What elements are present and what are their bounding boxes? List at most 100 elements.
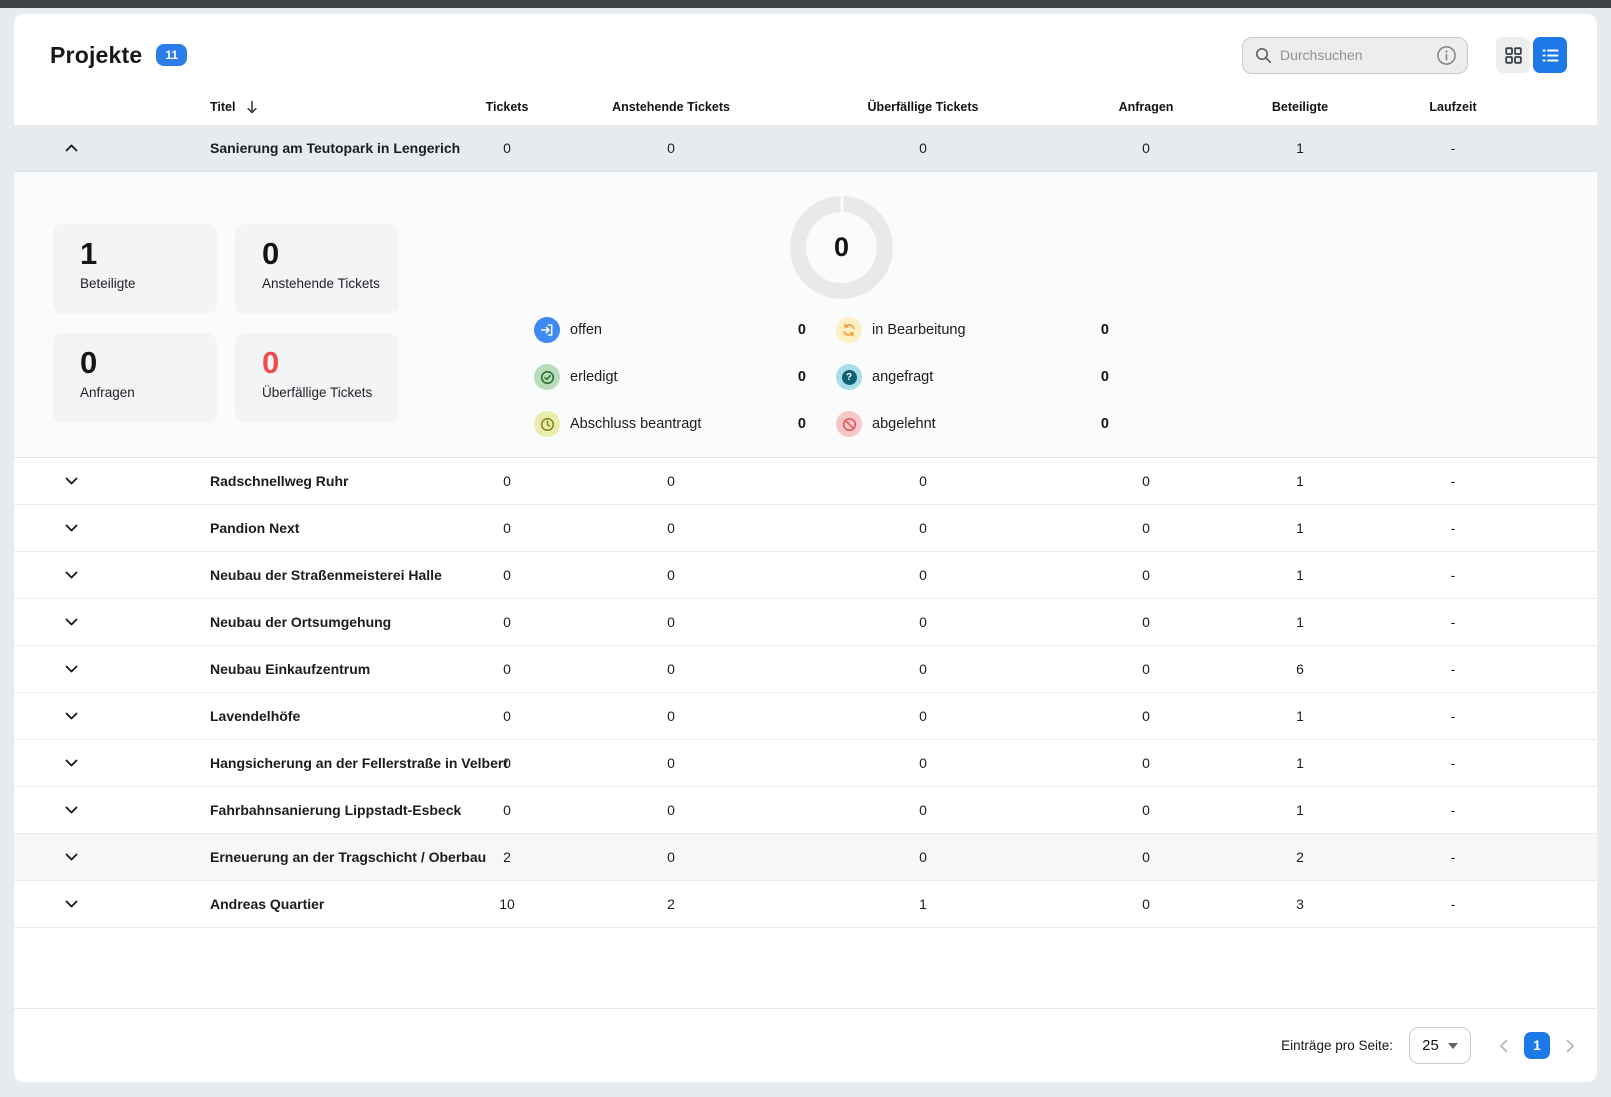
row-requests: 0: [1142, 849, 1150, 865]
row-overdue: 0: [919, 614, 927, 630]
donut-gap: [840, 196, 843, 212]
chevron-down-icon[interactable]: [56, 513, 86, 543]
table-row[interactable]: Neubau der Straßenmeisterei Halle 0 0 0 …: [14, 552, 1597, 599]
toolbar: Projekte 11: [14, 14, 1597, 88]
column-header-anstehende[interactable]: Anstehende Tickets: [612, 99, 730, 114]
row-overdue: 0: [919, 473, 927, 489]
per-page-select[interactable]: 25: [1409, 1027, 1471, 1064]
row-tickets: 0: [503, 473, 511, 489]
table-row[interactable]: Erneuerung an der Tragschicht / Oberbau …: [14, 834, 1597, 881]
legend-item-erledigt: erledigt 0: [534, 364, 806, 390]
row-title: Andreas Quartier: [210, 896, 325, 912]
table-footer: Einträge pro Seite: 25 1: [14, 1008, 1597, 1082]
legend-count: 0: [797, 369, 806, 385]
previous-page-button[interactable]: [1499, 1039, 1508, 1053]
pagination: 1: [1499, 1032, 1575, 1059]
search-box[interactable]: [1242, 36, 1468, 74]
chevron-down-icon[interactable]: [56, 842, 86, 872]
row-pending: 0: [667, 473, 675, 489]
chevron-down-icon[interactable]: [56, 701, 86, 731]
row-participants: 2: [1296, 849, 1304, 865]
next-page-button[interactable]: [1566, 1039, 1575, 1053]
login-icon: [534, 317, 560, 343]
table-row[interactable]: Radschnellweg Ruhr 0 0 0 0 1 -: [14, 458, 1597, 505]
legend-count: 0: [1100, 416, 1109, 432]
list-view-button[interactable]: [1533, 37, 1567, 73]
table-row[interactable]: Hangsicherung an der Fellerstraße in Vel…: [14, 740, 1597, 787]
row-participants: 1: [1296, 520, 1304, 536]
row-tickets: 2: [503, 849, 511, 865]
chevron-down-icon[interactable]: [56, 748, 86, 778]
chevron-down-icon[interactable]: [56, 795, 86, 825]
row-participants: 1: [1296, 802, 1304, 818]
chevron-down-icon[interactable]: [56, 607, 86, 637]
row-tickets: 0: [503, 520, 511, 536]
row-tickets: 0: [503, 614, 511, 630]
table-row[interactable]: Neubau der Ortsumgehung 0 0 0 0 1 -: [14, 599, 1597, 646]
row-tickets: 0: [503, 708, 511, 724]
chevron-up-icon[interactable]: [56, 133, 86, 163]
column-header-tickets[interactable]: Tickets: [485, 99, 529, 114]
row-overdue: 0: [919, 755, 927, 771]
stat-label: Beteiligte: [80, 275, 136, 291]
row-participants: 6: [1296, 661, 1304, 677]
row-requests: 0: [1142, 755, 1150, 771]
row-participants: 1: [1296, 140, 1304, 156]
table-row[interactable]: Neubau Einkaufzentrum 0 0 0 0 6 -: [14, 646, 1597, 693]
info-icon[interactable]: [1436, 45, 1457, 66]
question-glyph: ?: [841, 369, 857, 385]
stat-value: 0: [262, 236, 280, 271]
chevron-down-icon[interactable]: [56, 466, 86, 496]
table-row[interactable]: Pandion Next 0 0 0 0 1 -: [14, 505, 1597, 552]
legend-label: angefragt: [872, 369, 934, 385]
row-tickets: 0: [503, 755, 511, 771]
row-duration: -: [1450, 802, 1456, 818]
current-page-button[interactable]: 1: [1524, 1032, 1550, 1059]
row-requests: 0: [1142, 140, 1150, 156]
row-overdue: 0: [919, 802, 927, 818]
row-overdue: 1: [919, 896, 927, 912]
column-header-ueberfaellige[interactable]: Überfällige Tickets: [867, 99, 979, 114]
column-header-beteiligte[interactable]: Beteiligte: [1271, 99, 1329, 114]
search-input[interactable]: [1280, 47, 1436, 63]
row-pending: 0: [667, 755, 675, 771]
check-circle-icon: [534, 364, 560, 390]
row-overdue: 0: [919, 567, 927, 583]
legend-item-offen: offen 0: [534, 317, 806, 343]
column-header-anfragen[interactable]: Anfragen: [1118, 99, 1174, 114]
row-pending: 0: [667, 614, 675, 630]
row-tickets: 10: [499, 896, 515, 912]
sort-descending-icon[interactable]: [246, 100, 258, 114]
table-row[interactable]: Andreas Quartier 10 2 1 0 3 -: [14, 881, 1597, 928]
legend-label: in Bearbeitung: [872, 322, 966, 338]
row-requests: 0: [1142, 614, 1150, 630]
stat-card-anstehende-tickets: 0 Anstehende Tickets: [235, 224, 399, 314]
chevron-down-icon[interactable]: [56, 654, 86, 684]
per-page-value: 25: [1422, 1037, 1439, 1054]
row-title: Lavendelhöfe: [210, 708, 301, 724]
question-icon: ?: [836, 364, 862, 390]
chevron-down-icon[interactable]: [56, 560, 86, 590]
row-duration: -: [1450, 661, 1456, 677]
legend-label: erledigt: [570, 369, 618, 385]
chevron-down-icon[interactable]: [56, 889, 86, 919]
row-requests: 0: [1142, 708, 1150, 724]
column-header-titel[interactable]: Titel: [210, 88, 258, 125]
row-tickets: 0: [503, 140, 511, 156]
row-participants: 1: [1296, 567, 1304, 583]
legend-label: abgelehnt: [872, 416, 936, 432]
table-row[interactable]: Fahrbahnsanierung Lippstadt-Esbeck 0 0 0…: [14, 787, 1597, 834]
chevron-down-icon: [1447, 1042, 1458, 1049]
row-overdue: 0: [919, 849, 927, 865]
stat-value: 0: [80, 345, 98, 380]
row-requests: 0: [1142, 896, 1150, 912]
row-overdue: 0: [919, 140, 927, 156]
row-title: Erneuerung an der Tragschicht / Oberbau: [210, 849, 487, 865]
table-row[interactable]: Lavendelhöfe 0 0 0 0 1 -: [14, 693, 1597, 740]
grid-view-button[interactable]: [1496, 37, 1530, 73]
table-row[interactable]: Sanierung am Teutopark in Lengerich 0 0 …: [14, 125, 1597, 172]
page-title: Projekte: [50, 41, 143, 68]
column-header-laufzeit[interactable]: Laufzeit: [1429, 99, 1477, 114]
legend-count: 0: [1100, 322, 1109, 338]
row-title: Hangsicherung an der Fellerstraße in Vel…: [210, 755, 508, 771]
